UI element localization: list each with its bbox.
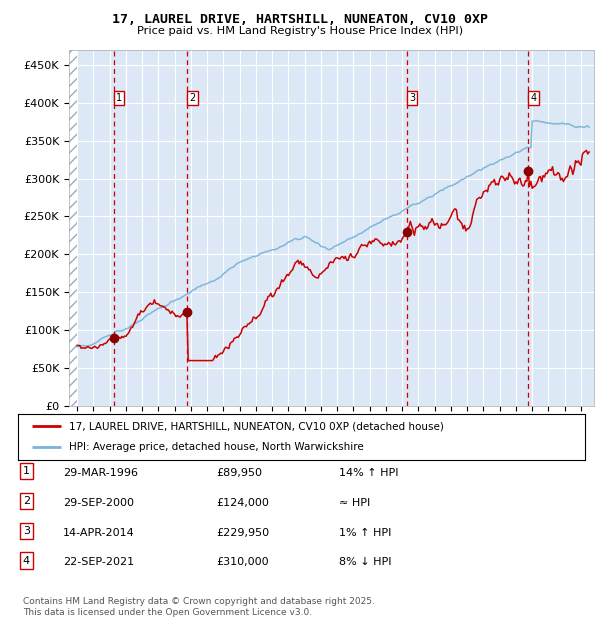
Text: £124,000: £124,000: [216, 498, 269, 508]
Text: 14% ↑ HPI: 14% ↑ HPI: [339, 468, 398, 478]
Text: 17, LAUREL DRIVE, HARTSHILL, NUNEATON, CV10 0XP (detached house): 17, LAUREL DRIVE, HARTSHILL, NUNEATON, C…: [69, 421, 444, 431]
Bar: [69, 50, 77, 406]
Text: 1: 1: [23, 466, 30, 476]
Text: Price paid vs. HM Land Registry's House Price Index (HPI): Price paid vs. HM Land Registry's House …: [137, 26, 463, 36]
Bar: [69, 50, 77, 406]
Text: 4: 4: [530, 93, 536, 104]
Text: 2: 2: [189, 93, 196, 104]
Text: 1: 1: [116, 93, 122, 104]
Text: 29-MAR-1996: 29-MAR-1996: [63, 468, 138, 478]
Text: HPI: Average price, detached house, North Warwickshire: HPI: Average price, detached house, Nort…: [69, 443, 364, 453]
Text: £229,950: £229,950: [216, 528, 269, 538]
Text: 1% ↑ HPI: 1% ↑ HPI: [339, 528, 391, 538]
Text: ≈ HPI: ≈ HPI: [339, 498, 370, 508]
Text: 29-SEP-2000: 29-SEP-2000: [63, 498, 134, 508]
Text: 2: 2: [23, 496, 30, 506]
Text: 22-SEP-2021: 22-SEP-2021: [63, 557, 134, 567]
Text: 17, LAUREL DRIVE, HARTSHILL, NUNEATON, CV10 0XP: 17, LAUREL DRIVE, HARTSHILL, NUNEATON, C…: [112, 13, 488, 26]
Text: 8% ↓ HPI: 8% ↓ HPI: [339, 557, 391, 567]
Text: 14-APR-2014: 14-APR-2014: [63, 528, 135, 538]
Text: £310,000: £310,000: [216, 557, 269, 567]
Text: 4: 4: [23, 556, 30, 565]
Text: £89,950: £89,950: [216, 468, 262, 478]
Text: 3: 3: [409, 93, 415, 104]
Text: 3: 3: [23, 526, 30, 536]
Text: Contains HM Land Registry data © Crown copyright and database right 2025.
This d: Contains HM Land Registry data © Crown c…: [23, 598, 374, 617]
